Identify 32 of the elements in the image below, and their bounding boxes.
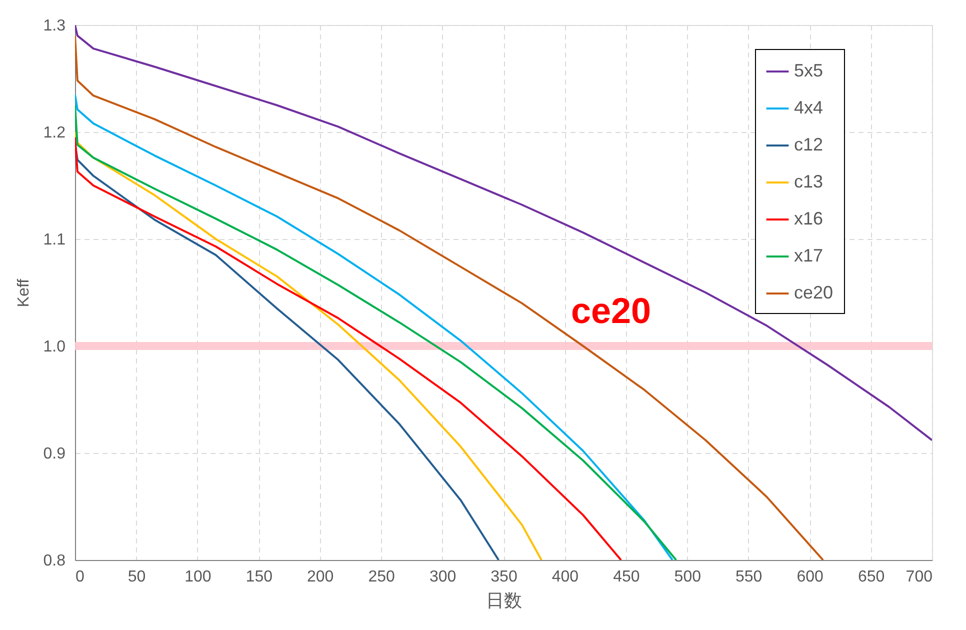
x-tick-label: 250	[368, 568, 396, 586]
x-tick-label: 150	[246, 568, 273, 586]
x-tick-label: 500	[674, 568, 702, 586]
y-tick-label: 0.8	[43, 552, 66, 570]
x-tick-label: 400	[552, 568, 579, 586]
legend-label: 4x4	[794, 98, 824, 118]
legend-label: x17	[794, 246, 824, 266]
y-tick-label: 0.9	[43, 446, 66, 462]
x-tick-label: 0	[76, 568, 84, 586]
x-tick-label: 450	[613, 568, 640, 586]
legend-label: ce20	[794, 282, 834, 302]
x-tick-label: 350	[490, 568, 518, 586]
legend-label: 5x5	[794, 60, 824, 80]
y-tick-label: 1.0	[43, 338, 66, 356]
x-tick-label: 650	[858, 568, 885, 586]
legend-label: x16	[794, 208, 824, 228]
x-tick-label: 600	[796, 568, 824, 586]
y-tick-label: 1.3	[43, 18, 66, 34]
legend-label: c13	[794, 172, 824, 192]
x-tick-label: 700	[906, 568, 933, 586]
x-axis-title: 日数	[486, 590, 522, 610]
x-tick-label: 200	[307, 568, 334, 586]
y-tick-label: 1.2	[43, 124, 66, 142]
line-series	[75, 25, 932, 442]
y-axis-title: Keff	[15, 278, 32, 308]
x-tick-label: 50	[128, 568, 146, 586]
x-tick-label: 100	[184, 568, 212, 586]
y-tick-label: 1.1	[43, 232, 66, 248]
x-tick-label: 300	[429, 568, 456, 586]
annotation: ce20	[570, 290, 652, 331]
x-tick-label: 550	[736, 568, 762, 586]
legend-label: c12	[794, 134, 824, 154]
